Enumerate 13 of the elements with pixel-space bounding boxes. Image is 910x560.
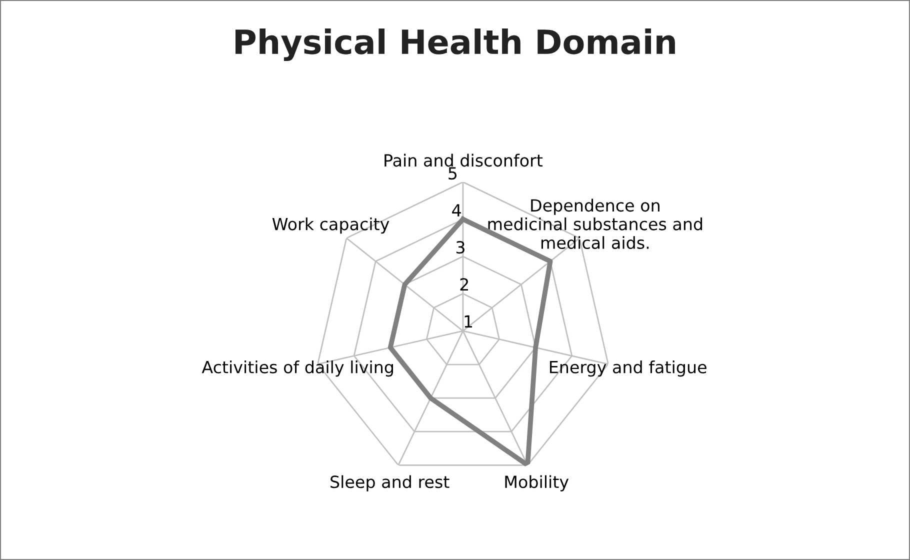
spoke-label: Activities of daily living <box>202 360 393 377</box>
spoke-label: Work capacity <box>272 217 390 234</box>
spoke-label: Sleep and rest <box>330 475 450 492</box>
chart-title: Physical Health Domain <box>236 28 675 62</box>
y-tick-label: 1 <box>464 315 472 328</box>
spoke-label: Pain and disconfort <box>384 154 543 167</box>
y-tick-label: 3 <box>456 241 464 254</box>
spoke-label: Mobility <box>505 475 569 492</box>
spoke-label: Energy and fatigue <box>550 360 706 377</box>
spoke-label: Dependence on medicinal substances and medical aids. <box>488 198 702 250</box>
y-tick-label: 2 <box>460 278 468 290</box>
y-tick-label: 5 <box>448 167 457 180</box>
y-tick-label: 4 <box>452 204 461 216</box>
